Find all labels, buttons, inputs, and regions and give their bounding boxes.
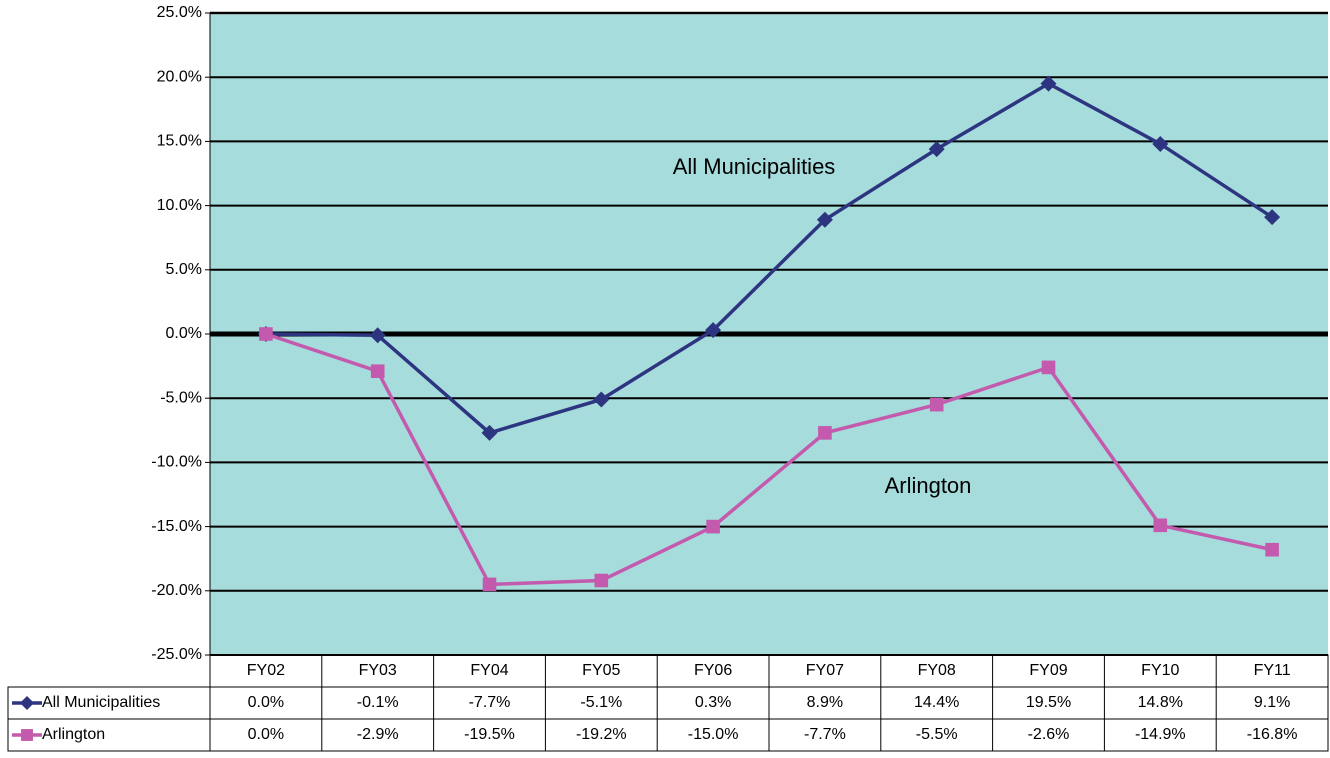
table-value: 14.4% — [914, 694, 959, 711]
table-value: -5.5% — [916, 726, 958, 743]
data-point — [1040, 75, 1057, 92]
data-point — [370, 364, 385, 379]
table-value: -5.1% — [580, 694, 622, 711]
legend-label: All Municipalities — [42, 694, 160, 711]
legend-label: Arlington — [42, 726, 105, 743]
series-line — [265, 81, 1274, 435]
data-point — [259, 327, 273, 341]
y-tick-label: 10.0% — [157, 197, 202, 214]
table-value: 0.3% — [695, 694, 731, 711]
x-tick-label: FY11 — [1254, 662, 1291, 679]
data-point — [481, 424, 498, 441]
x-tick-label: FY05 — [582, 662, 620, 679]
table-value: -2.9% — [357, 726, 399, 743]
y-tick-label: -15.0% — [151, 518, 202, 535]
table-value: 14.8% — [1138, 694, 1183, 711]
series-annotation: All Municipalities — [673, 154, 836, 179]
table-value: -2.6% — [1028, 726, 1070, 743]
data-point — [929, 397, 944, 412]
y-tick-label: 0.0% — [166, 325, 202, 342]
series-annotation: Arlington — [885, 473, 972, 498]
y-tick-label: -5.0% — [160, 389, 202, 406]
x-tick-label: FY06 — [694, 662, 732, 679]
y-tick-label: 25.0% — [157, 4, 202, 21]
data-point — [1153, 518, 1168, 533]
legend-marker — [20, 696, 34, 710]
x-tick-label: FY10 — [1141, 662, 1179, 679]
table-value: 9.1% — [1254, 694, 1290, 711]
y-tick-label: 15.0% — [157, 133, 202, 150]
data-point — [816, 211, 833, 228]
table-value: -7.7% — [804, 726, 846, 743]
table-value: -7.7% — [469, 694, 511, 711]
legend-marker — [21, 729, 33, 741]
x-tick-label: FY08 — [918, 662, 956, 679]
table-value: 0.0% — [248, 726, 284, 743]
table-value: -15.0% — [688, 726, 739, 743]
table-value: -19.2% — [576, 726, 627, 743]
data-point — [706, 519, 720, 534]
table-value: 19.5% — [1026, 694, 1071, 711]
data-point — [705, 322, 722, 339]
data-point — [1152, 135, 1169, 152]
data-point — [1264, 209, 1281, 226]
x-tick-label: FY03 — [359, 662, 397, 679]
data-point — [1041, 360, 1056, 375]
table-value: 0.0% — [248, 694, 284, 711]
x-tick-label: FY09 — [1029, 662, 1067, 679]
series-line — [265, 332, 1273, 587]
table-value: -14.9% — [1135, 726, 1186, 743]
y-tick-label: 5.0% — [166, 261, 202, 278]
data-point — [928, 141, 945, 158]
y-tick-label: -20.0% — [151, 582, 202, 599]
data-point — [593, 391, 610, 408]
y-tick-label: 20.0% — [157, 68, 202, 85]
table-value: -16.8% — [1247, 726, 1298, 743]
x-tick-label: FY02 — [247, 662, 285, 679]
y-tick-label: -25.0% — [151, 646, 202, 663]
data-point — [818, 426, 832, 440]
data-point — [369, 327, 386, 344]
data-point — [1265, 542, 1279, 557]
table-value: -19.5% — [464, 726, 515, 743]
y-tick-label: -10.0% — [151, 454, 202, 471]
x-tick-label: FY04 — [470, 662, 508, 679]
x-tick-label: FY07 — [806, 662, 844, 679]
table-value: -0.1% — [357, 694, 399, 711]
data-point — [594, 573, 609, 588]
table-value: 8.9% — [807, 694, 843, 711]
data-point — [482, 577, 497, 592]
